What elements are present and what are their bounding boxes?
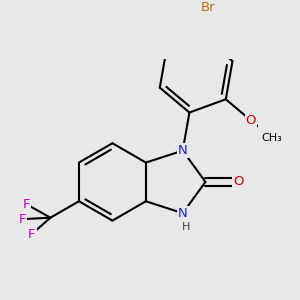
- Text: F: F: [18, 213, 26, 226]
- Text: Br: Br: [201, 1, 215, 14]
- Text: F: F: [23, 198, 30, 211]
- Text: O: O: [246, 114, 256, 127]
- Text: O: O: [233, 176, 244, 188]
- Text: N: N: [178, 144, 188, 157]
- Text: F: F: [28, 228, 36, 241]
- Text: N: N: [178, 207, 188, 220]
- Text: H: H: [182, 222, 190, 232]
- Text: CH₃: CH₃: [261, 133, 282, 143]
